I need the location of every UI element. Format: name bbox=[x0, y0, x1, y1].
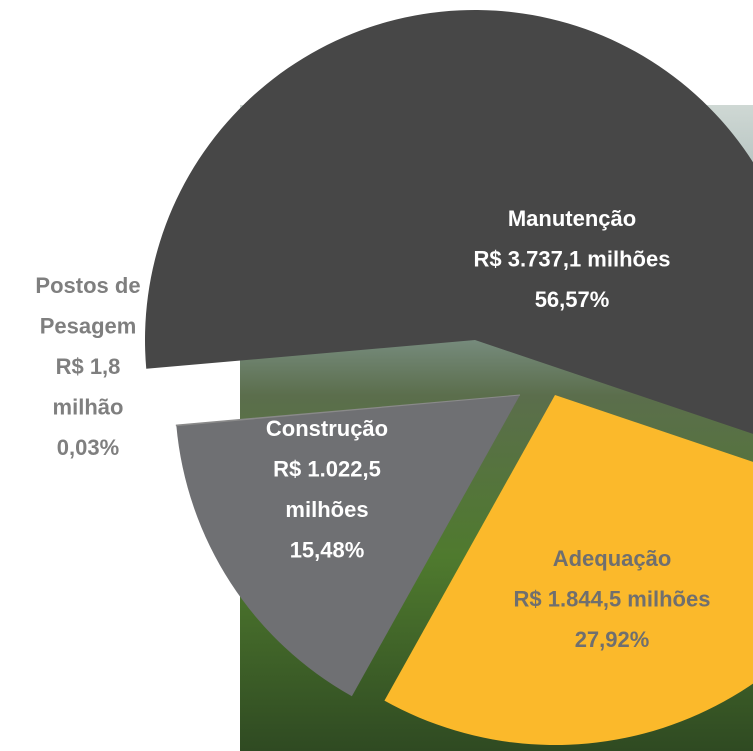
slice-label: 27,92% bbox=[575, 627, 650, 652]
slice-label: R$ 3.737,1 milhões bbox=[474, 246, 671, 271]
slice-label: R$ 1,8 bbox=[56, 354, 121, 379]
slice-label: R$ 1.844,5 milhões bbox=[514, 586, 711, 611]
pie-slice bbox=[145, 10, 753, 434]
pie-slice bbox=[175, 394, 521, 427]
slice-label: Adequação bbox=[553, 546, 672, 571]
slice-label: Postos de bbox=[35, 273, 140, 298]
slice-label: 15,48% bbox=[290, 537, 365, 562]
slice-label: Construção bbox=[266, 416, 388, 441]
pie-slice bbox=[176, 395, 520, 697]
slice-label: 0,03% bbox=[57, 435, 119, 460]
slice-label: R$ 1.022,5 bbox=[273, 456, 381, 481]
slice-label: 56,57% bbox=[535, 287, 610, 312]
pie-slice bbox=[384, 395, 753, 745]
slice-label: milhões bbox=[285, 497, 368, 522]
slice-label: Pesagem bbox=[40, 313, 137, 338]
slice-label: milhão bbox=[53, 394, 124, 419]
slice-label: Manutenção bbox=[508, 206, 636, 231]
